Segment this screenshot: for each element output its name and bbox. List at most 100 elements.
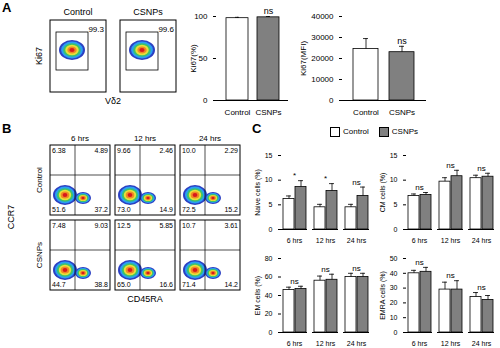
svg-text:16.6: 16.6 — [159, 281, 173, 288]
svg-text:ns: ns — [352, 264, 360, 273]
svg-text:CSNPs: CSNPs — [255, 108, 281, 117]
svg-text:CSNPs: CSNPs — [389, 108, 415, 117]
svg-text:24 hrs: 24 hrs — [347, 340, 367, 347]
svg-text:71.4: 71.4 — [182, 281, 196, 288]
svg-text:A: A — [2, 0, 12, 15]
svg-text:24 hrs: 24 hrs — [199, 134, 221, 143]
svg-text:EMRA cells (%): EMRA cells (%) — [379, 271, 387, 320]
svg-text:ns: ns — [477, 283, 485, 292]
svg-text:99.3: 99.3 — [88, 25, 104, 34]
svg-text:*: * — [324, 174, 327, 183]
svg-text:73.0: 73.0 — [117, 206, 131, 213]
svg-text:ns: ns — [477, 164, 485, 173]
svg-text:Naive cells (%): Naive cells (%) — [254, 169, 262, 216]
svg-text:6 hrs: 6 hrs — [287, 340, 303, 347]
svg-text:ns: ns — [321, 265, 329, 274]
svg-text:10: 10 — [390, 176, 398, 183]
svg-text:CSNPs: CSNPs — [133, 7, 163, 17]
svg-text:15: 15 — [265, 152, 273, 159]
svg-text:6 hrs: 6 hrs — [287, 237, 303, 244]
svg-text:40: 40 — [390, 270, 398, 277]
svg-text:6.38: 6.38 — [52, 147, 66, 154]
svg-text:40: 40 — [265, 292, 273, 299]
svg-text:40000: 40000 — [311, 12, 334, 21]
svg-text:12 hrs: 12 hrs — [316, 340, 336, 347]
svg-text:EM cells (%): EM cells (%) — [254, 276, 262, 315]
svg-text:5: 5 — [269, 201, 273, 208]
svg-text:Ki67: Ki67 — [34, 47, 44, 65]
svg-text:2.46: 2.46 — [159, 147, 173, 154]
svg-text:15.2: 15.2 — [224, 206, 238, 213]
svg-text:Ki67(%): Ki67(%) — [189, 44, 198, 73]
svg-text:4.89: 4.89 — [94, 147, 108, 154]
svg-text:14.2: 14.2 — [224, 281, 238, 288]
svg-text:38.8: 38.8 — [94, 281, 108, 288]
svg-text:50: 50 — [199, 54, 208, 63]
svg-text:ns: ns — [446, 271, 454, 280]
svg-text:12 hrs: 12 hrs — [134, 134, 156, 143]
svg-text:9.03: 9.03 — [94, 222, 108, 229]
svg-text:ns: ns — [446, 161, 454, 170]
svg-text:6 hrs: 6 hrs — [412, 237, 428, 244]
svg-text:44.7: 44.7 — [52, 281, 66, 288]
svg-text:9.66: 9.66 — [117, 147, 131, 154]
svg-text:CCR7: CCR7 — [6, 205, 16, 230]
svg-text:0: 0 — [203, 96, 208, 105]
svg-text:Control: Control — [225, 108, 251, 117]
svg-text:51.6: 51.6 — [52, 206, 66, 213]
svg-text:0: 0 — [329, 96, 334, 105]
svg-text:65.0: 65.0 — [117, 281, 131, 288]
svg-text:5.85: 5.85 — [159, 222, 173, 229]
svg-text:10: 10 — [390, 314, 398, 321]
svg-text:Control: Control — [353, 108, 379, 117]
svg-text:99.6: 99.6 — [158, 25, 174, 34]
svg-text:20: 20 — [390, 299, 398, 306]
svg-text:12 hrs: 12 hrs — [441, 340, 461, 347]
svg-text:0: 0 — [269, 329, 273, 336]
svg-text:ns: ns — [415, 183, 423, 192]
svg-text:ns: ns — [264, 6, 274, 16]
svg-text:10: 10 — [265, 176, 273, 183]
svg-text:60: 60 — [265, 273, 273, 280]
svg-text:ns: ns — [290, 277, 298, 286]
svg-text:20000: 20000 — [311, 54, 334, 63]
svg-text:20: 20 — [265, 310, 273, 317]
svg-text:24 hrs: 24 hrs — [472, 340, 492, 347]
svg-text:24 hrs: 24 hrs — [347, 237, 367, 244]
svg-text:CSNPs: CSNPs — [35, 242, 44, 268]
svg-text:Ki67(MFI): Ki67(MFI) — [299, 41, 308, 76]
svg-text:CM cells (%): CM cells (%) — [379, 173, 387, 213]
svg-text:6 hrs: 6 hrs — [71, 134, 89, 143]
svg-text:6 hrs: 6 hrs — [412, 340, 428, 347]
svg-text:ns: ns — [415, 258, 423, 267]
svg-text:Control: Control — [35, 167, 44, 193]
svg-text:0: 0 — [394, 226, 398, 233]
svg-text:2.29: 2.29 — [224, 147, 238, 154]
svg-text:5: 5 — [394, 201, 398, 208]
svg-text:12 hrs: 12 hrs — [316, 237, 336, 244]
svg-text:10000: 10000 — [311, 75, 334, 84]
svg-text:3.61: 3.61 — [224, 222, 238, 229]
svg-text:37.2: 37.2 — [94, 206, 108, 213]
svg-text:15: 15 — [390, 152, 398, 159]
svg-text:10.0: 10.0 — [182, 147, 196, 154]
svg-text:B: B — [2, 121, 11, 136]
svg-text:24 hrs: 24 hrs — [472, 237, 492, 244]
svg-text:ns: ns — [352, 178, 360, 187]
svg-text:Control: Control — [63, 7, 92, 17]
svg-text:30: 30 — [390, 284, 398, 291]
svg-text:10.7: 10.7 — [182, 222, 196, 229]
svg-text:CD45RA: CD45RA — [127, 294, 163, 304]
svg-text:50: 50 — [390, 255, 398, 262]
svg-text:Vδ2: Vδ2 — [105, 96, 121, 106]
svg-text:14.9: 14.9 — [159, 206, 173, 213]
svg-text:12 hrs: 12 hrs — [441, 237, 461, 244]
svg-text:80: 80 — [265, 255, 273, 262]
svg-text:100: 100 — [194, 12, 208, 21]
svg-text:ns: ns — [397, 36, 407, 46]
svg-text:0: 0 — [269, 226, 273, 233]
svg-text:0: 0 — [394, 329, 398, 336]
svg-text:7.48: 7.48 — [52, 222, 66, 229]
svg-text:30000: 30000 — [311, 33, 334, 42]
svg-text:12.5: 12.5 — [117, 222, 131, 229]
